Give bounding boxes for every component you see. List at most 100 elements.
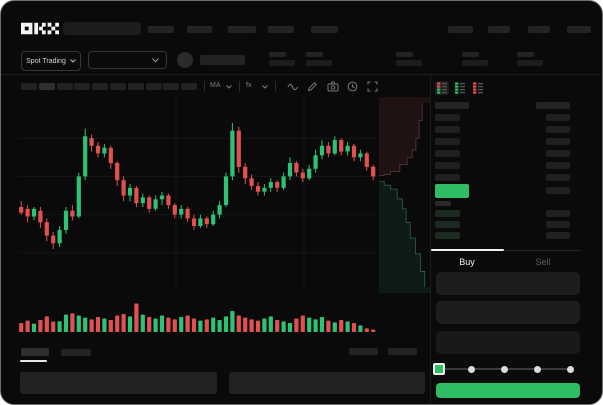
orders-table-placeholder bbox=[20, 372, 217, 394]
price-input[interactable] bbox=[436, 272, 580, 295]
buy-tab-label: Buy bbox=[459, 257, 475, 267]
tab-sell[interactable]: Sell bbox=[508, 257, 578, 267]
bid-price-placeholder bbox=[435, 210, 460, 217]
ticker-stat-value bbox=[462, 60, 488, 66]
chevron-down-icon[interactable] bbox=[226, 85, 232, 89]
ask-amount-placeholder bbox=[546, 162, 570, 169]
slider-stop[interactable] bbox=[468, 365, 475, 373]
nav-item-placeholder[interactable] bbox=[228, 26, 256, 33]
slider-stop[interactable] bbox=[567, 365, 574, 373]
orderbook-header-price bbox=[435, 102, 469, 109]
header-divider bbox=[1, 74, 602, 75]
header-action-placeholder[interactable] bbox=[488, 26, 510, 33]
timeframe-pill[interactable] bbox=[74, 83, 91, 90]
chevron-down-icon bbox=[69, 59, 76, 63]
ask-amount-placeholder bbox=[546, 150, 570, 157]
product-switcher-button[interactable]: Spot Trading bbox=[21, 51, 81, 71]
ticker-stat-value bbox=[306, 60, 332, 66]
ticker-stat-label bbox=[396, 52, 413, 57]
chevron-down-icon bbox=[152, 57, 159, 63]
indicator-button[interactable]: fx bbox=[246, 82, 252, 89]
orderbook-ask-row[interactable] bbox=[431, 149, 581, 158]
volume-chart[interactable] bbox=[18, 297, 376, 334]
wave-icon[interactable] bbox=[287, 82, 299, 92]
toolbar-divider bbox=[275, 81, 276, 92]
orderbook-ask-row[interactable] bbox=[431, 161, 581, 170]
orders-tab-active[interactable] bbox=[21, 348, 49, 356]
bid-price-placeholder bbox=[435, 232, 460, 239]
timeframe-pill[interactable] bbox=[38, 83, 55, 90]
orderbook-bid-row[interactable] bbox=[431, 209, 581, 218]
buy-tab-indicator bbox=[431, 249, 504, 251]
tabs-divider bbox=[431, 250, 581, 251]
buy-submit-button[interactable] bbox=[436, 383, 580, 398]
total-input[interactable] bbox=[436, 331, 580, 354]
timeframe-pill[interactable] bbox=[21, 83, 37, 90]
orderbook-ask-row[interactable] bbox=[431, 173, 581, 182]
orders-action-placeholder[interactable] bbox=[349, 348, 378, 355]
ask-price-placeholder bbox=[435, 138, 460, 145]
orderbook-asks-icon[interactable] bbox=[471, 81, 485, 95]
fullscreen-icon[interactable] bbox=[367, 81, 378, 92]
orders-tab[interactable] bbox=[61, 349, 91, 356]
nav-item-placeholder[interactable] bbox=[187, 26, 212, 33]
ask-amount-placeholder bbox=[546, 126, 570, 133]
active-tab-underline bbox=[20, 360, 47, 362]
bid-amount-placeholder bbox=[546, 210, 570, 217]
header-action-placeholder[interactable] bbox=[528, 26, 550, 33]
bid-amount-placeholder bbox=[546, 221, 570, 228]
ticker-stat-label bbox=[517, 52, 534, 57]
slider-stop[interactable] bbox=[501, 365, 508, 373]
ask-amount-placeholder bbox=[546, 114, 570, 121]
last-price-badge[interactable] bbox=[435, 184, 469, 198]
bid-price-placeholder bbox=[435, 221, 460, 228]
timeframe-pill[interactable] bbox=[145, 83, 162, 90]
orderbook-bid-row[interactable] bbox=[431, 220, 581, 229]
ask-price-placeholder bbox=[435, 126, 460, 133]
chevron-down-icon[interactable] bbox=[262, 85, 268, 89]
ticker-stat-label bbox=[269, 52, 286, 57]
index-price-placeholder bbox=[435, 201, 451, 206]
header-action-placeholder[interactable] bbox=[448, 26, 473, 33]
product-switcher-label: Spot Trading bbox=[26, 57, 66, 65]
toolbar-divider bbox=[204, 81, 205, 92]
pencil-icon[interactable] bbox=[307, 81, 318, 92]
header-action-placeholder[interactable] bbox=[567, 26, 591, 33]
timeframe-pill[interactable] bbox=[181, 83, 198, 90]
orderbook-ask-row[interactable] bbox=[431, 113, 581, 122]
ask-amount-placeholder bbox=[546, 138, 570, 145]
ask-amount-placeholder bbox=[546, 174, 570, 181]
orders-action-placeholder[interactable] bbox=[388, 348, 417, 355]
nav-item-placeholder[interactable] bbox=[311, 26, 338, 33]
orderbook-ask-row[interactable] bbox=[431, 125, 581, 134]
orderbook-bids-icon[interactable] bbox=[453, 81, 467, 95]
panel-divider bbox=[430, 75, 431, 404]
toolbar-divider bbox=[239, 81, 240, 92]
slider-handle[interactable] bbox=[433, 363, 445, 375]
slider-stop[interactable] bbox=[534, 365, 541, 373]
ticker-stat-value bbox=[269, 60, 295, 66]
timeframe-pill[interactable] bbox=[110, 83, 126, 90]
timeframe-pill[interactable] bbox=[56, 83, 73, 90]
nav-item-placeholder[interactable] bbox=[268, 26, 294, 33]
pair-selector[interactable] bbox=[88, 51, 167, 69]
clock-icon[interactable] bbox=[347, 81, 358, 92]
search-bar[interactable] bbox=[63, 22, 141, 35]
orderbook-ask-row[interactable] bbox=[431, 137, 581, 146]
timeframe-pill[interactable] bbox=[127, 83, 144, 90]
orderbook-bid-row[interactable] bbox=[431, 231, 581, 240]
tab-buy[interactable]: Buy bbox=[432, 257, 502, 267]
bid-amount-placeholder bbox=[546, 232, 570, 239]
ma-overlay-button[interactable]: MA bbox=[210, 82, 221, 89]
amount-input[interactable] bbox=[436, 301, 580, 324]
nav-item-placeholder[interactable] bbox=[148, 26, 174, 33]
camera-icon[interactable] bbox=[327, 81, 339, 92]
candlestick-chart[interactable] bbox=[18, 97, 376, 294]
timeframe-pill[interactable] bbox=[92, 83, 109, 90]
timeframe-pill[interactable] bbox=[163, 83, 180, 90]
coin-avatar bbox=[177, 52, 193, 68]
okx-logo[interactable] bbox=[21, 22, 59, 35]
orderbook-combined-icon[interactable] bbox=[435, 81, 449, 95]
